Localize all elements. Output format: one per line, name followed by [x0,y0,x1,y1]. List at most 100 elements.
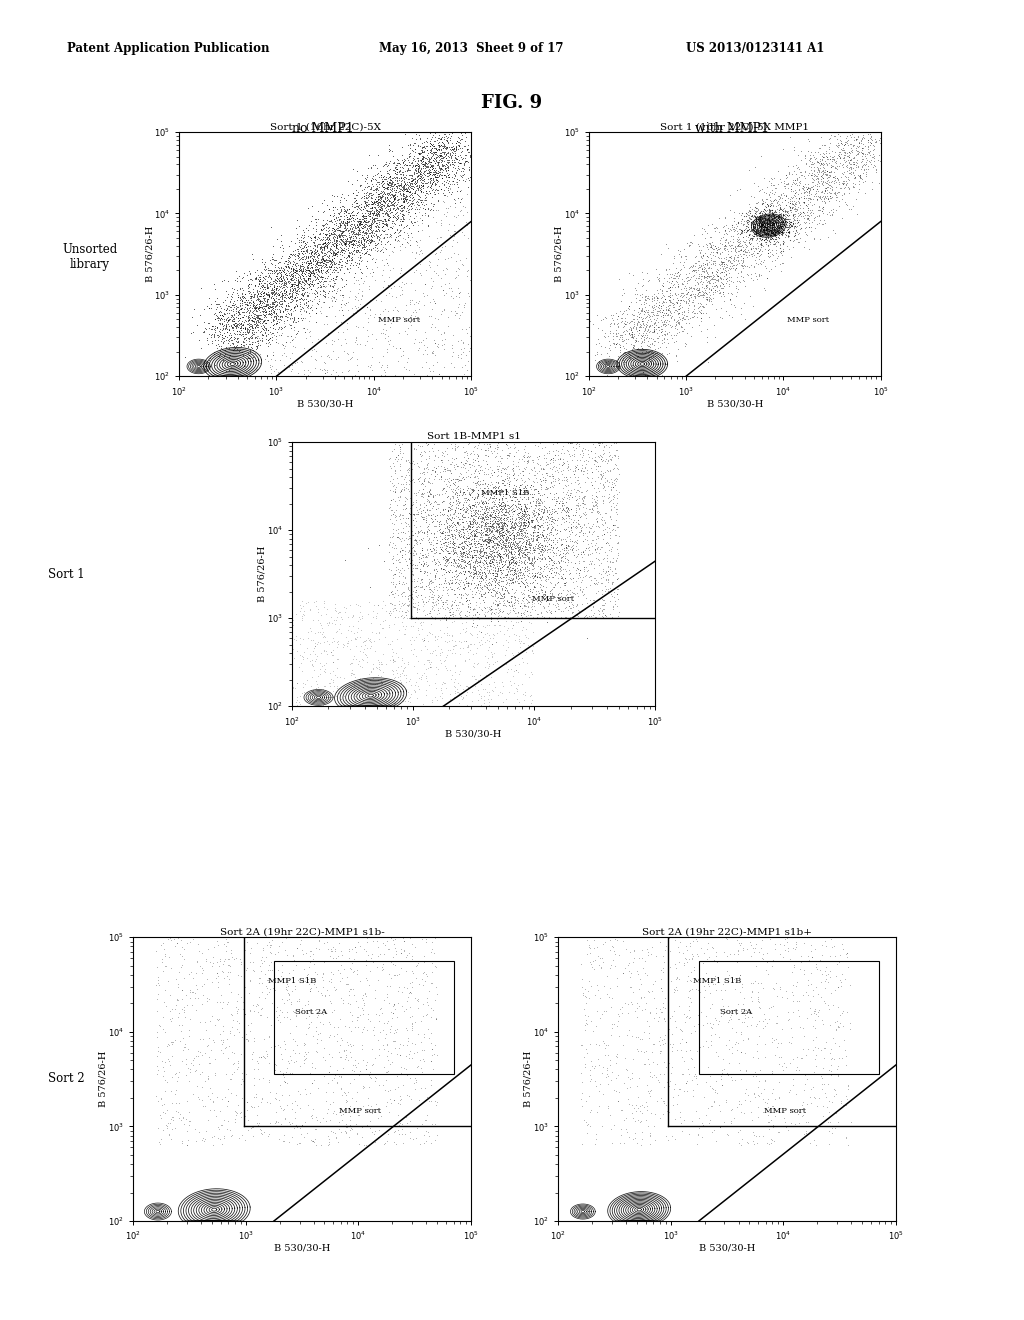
Point [445,550,462,572]
Point [410,215,426,236]
Point [389,1006,406,1027]
Point [501,536,517,557]
Point [541,606,557,627]
Point [470,474,486,495]
Point [374,198,390,219]
Point [466,540,482,561]
Point [368,215,384,236]
Point [365,220,381,242]
Point [855,125,871,147]
Point [256,305,272,326]
Point [708,1081,724,1102]
Point [401,972,418,993]
Point [329,1073,345,1094]
Point [764,202,780,223]
Point [801,213,817,234]
Point [184,1055,201,1076]
Point [564,450,581,471]
Point [147,941,164,962]
Point [369,234,385,255]
Point [260,319,276,341]
Point [340,211,356,232]
Point [481,528,498,549]
Point [262,356,279,378]
Point [501,520,517,541]
Point [254,290,270,312]
Point [218,1118,234,1139]
Point [668,958,684,979]
Point [558,498,574,519]
Point [308,591,325,612]
Point [428,147,444,168]
Point [416,335,432,356]
Point [872,154,889,176]
Point [644,345,660,366]
Point [782,213,799,234]
Point [413,553,429,574]
Point [346,231,362,252]
Point [295,308,311,329]
Point [289,1005,305,1026]
Point [333,223,349,244]
Point [508,566,524,587]
Point [504,549,520,570]
Point [498,558,514,579]
Point [254,325,270,346]
Point [317,1110,334,1131]
Point [487,512,504,533]
Point [510,540,526,561]
Point [465,598,481,619]
Point [382,531,398,552]
Point [632,315,648,337]
Point [483,496,500,517]
Point [273,271,290,292]
Point [604,552,621,573]
Point [415,136,431,157]
Point [292,260,308,281]
Point [278,272,294,293]
Point [660,977,677,998]
Point [700,257,717,279]
Point [511,511,527,532]
Point [647,293,664,314]
Point [782,181,799,202]
Point [427,458,443,479]
Point [629,366,645,387]
Point [443,300,460,321]
Point [459,583,475,605]
Point [329,677,345,698]
Point [562,562,579,583]
Point [706,251,722,272]
Point [571,473,588,494]
Point [444,533,461,554]
Point [415,474,431,495]
Point [664,267,680,288]
Point [413,548,429,569]
Point [275,268,292,289]
Point [536,490,552,511]
Point [720,1125,736,1146]
Point [778,202,795,223]
Point [327,239,343,260]
Point [745,941,762,962]
Point [367,673,383,694]
Point [384,240,400,261]
Point [603,586,620,607]
Point [450,524,466,545]
Point [154,1051,170,1072]
Point [431,165,447,186]
Point [423,177,439,198]
Point [502,511,518,532]
Point [335,231,351,252]
Point [326,234,342,255]
Point [253,1047,269,1068]
Point [583,952,599,973]
Point [496,541,512,562]
Point [765,213,781,234]
Point [505,458,521,479]
Point [612,339,629,360]
Point [494,546,510,568]
Point [357,255,374,276]
Point [252,293,268,314]
Point [229,323,246,345]
